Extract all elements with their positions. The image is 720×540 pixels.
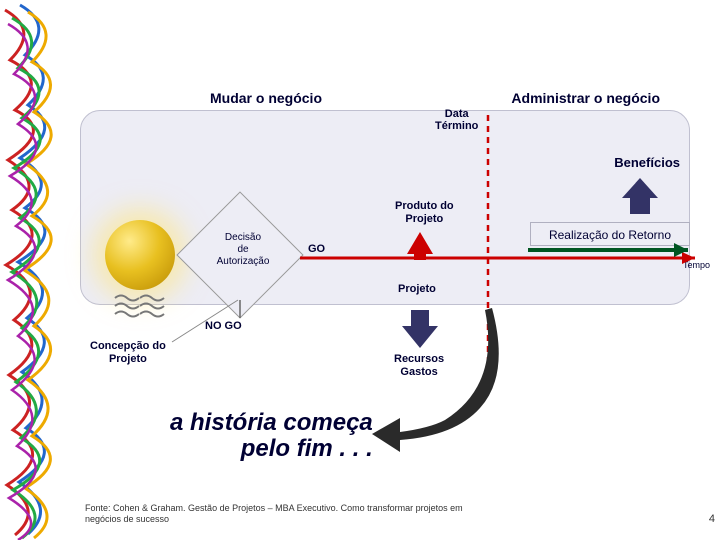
projeto-label: Projeto (398, 283, 436, 295)
concepcao-label: Concepção do Projeto (90, 340, 166, 366)
produto-projeto-label: Produto do Projeto (395, 200, 454, 226)
header-left: Mudar o negócio (210, 90, 322, 106)
realizacao-box: Realização do Retorno (530, 222, 690, 246)
decision-diamond-label: Decisão de Autorização (208, 232, 278, 268)
go-label: GO (308, 243, 325, 255)
page-number: 4 (709, 513, 715, 525)
source-citation: Fonte: Cohen & Graham. Gestão de Projeto… (85, 503, 465, 525)
header-right: Administrar o negócio (511, 90, 660, 106)
sidebar-scribble (0, 0, 80, 540)
beneficios-label: Benefícios (614, 155, 680, 170)
idea-yarn-icon (105, 220, 175, 290)
tempo-label: Tempo (683, 260, 710, 270)
data-termino-label: Data Término (435, 108, 478, 132)
main-phase-box (80, 110, 690, 305)
nogo-label: NO GO (205, 320, 242, 332)
recursos-label: Recursos Gastos (394, 353, 444, 379)
headline: a história começa pelo fim . . . (170, 410, 373, 463)
